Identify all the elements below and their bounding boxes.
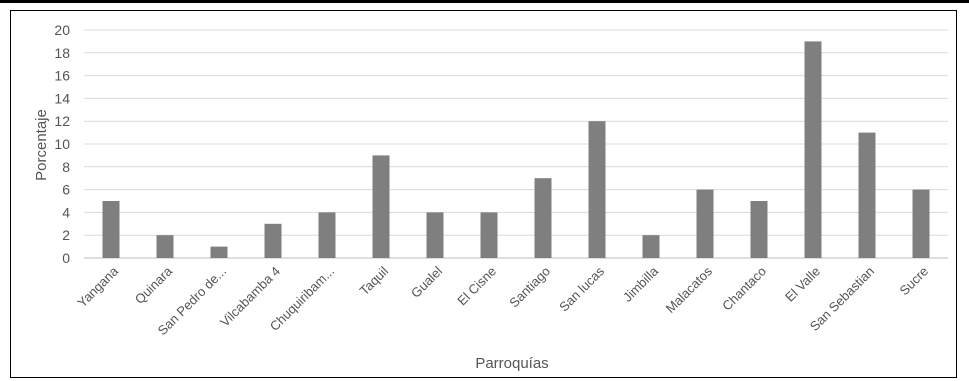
bar-jimbilla xyxy=(642,235,660,258)
y-tick-label: 14 xyxy=(54,90,70,106)
x-tick-label: San lucas xyxy=(556,263,607,314)
chart-frame xyxy=(10,10,957,378)
bar-el-cisne xyxy=(480,212,498,258)
bar-yangana xyxy=(102,201,120,258)
y-axis-ticks: 0 2 4 6 8 10 12 14 16 18 20 xyxy=(54,22,70,266)
y-tick-label: 16 xyxy=(54,68,70,84)
y-tick-label: 2 xyxy=(62,227,70,243)
bar-taquil xyxy=(372,155,390,258)
x-axis-title: Parroquías xyxy=(475,355,548,372)
x-tick-label: Sucre xyxy=(896,264,931,299)
y-tick-label: 0 xyxy=(62,250,70,266)
bar-quinara xyxy=(156,235,174,258)
bar-vilcabamba-4 xyxy=(264,223,282,258)
y-tick-label: 18 xyxy=(54,45,70,61)
gridlines xyxy=(84,29,948,259)
x-tick-label: El Cisne xyxy=(454,264,499,309)
x-tick-label: Gualel xyxy=(408,263,445,300)
bar-chantaco xyxy=(750,201,768,258)
y-tick-label: 20 xyxy=(54,22,70,38)
x-tick-label: Santiago xyxy=(506,264,553,311)
bar-chuquiribam xyxy=(318,212,336,258)
bar-san-pedro-de xyxy=(210,246,228,258)
x-tick-label: Yangana xyxy=(74,263,121,310)
bar-san-sebastian xyxy=(858,132,876,258)
bar-el-valle xyxy=(804,41,822,259)
x-tick-label: Chantaco xyxy=(719,264,769,314)
x-tick-label: Jimbilla xyxy=(620,263,662,305)
bar-sucre xyxy=(912,189,930,258)
x-tick-label: Taquil xyxy=(356,263,391,298)
y-tick-label: 12 xyxy=(54,113,70,129)
y-tick-label: 8 xyxy=(62,159,70,175)
x-tick-label: Quinara xyxy=(132,263,176,307)
bar-malacatos xyxy=(696,189,714,258)
bar-santiago xyxy=(534,178,552,258)
top-border-line xyxy=(0,0,969,3)
x-tick-label: El Valle xyxy=(782,264,823,305)
y-axis-title: Porcentaje xyxy=(33,109,50,181)
y-tick-label: 4 xyxy=(62,204,70,220)
bar-san-lucas xyxy=(588,121,606,258)
y-tick-label: 6 xyxy=(62,182,70,198)
bars xyxy=(102,41,930,259)
y-tick-label: 10 xyxy=(54,136,70,152)
x-tick-label: Malacatos xyxy=(663,263,716,316)
bar-gualel xyxy=(426,212,444,258)
